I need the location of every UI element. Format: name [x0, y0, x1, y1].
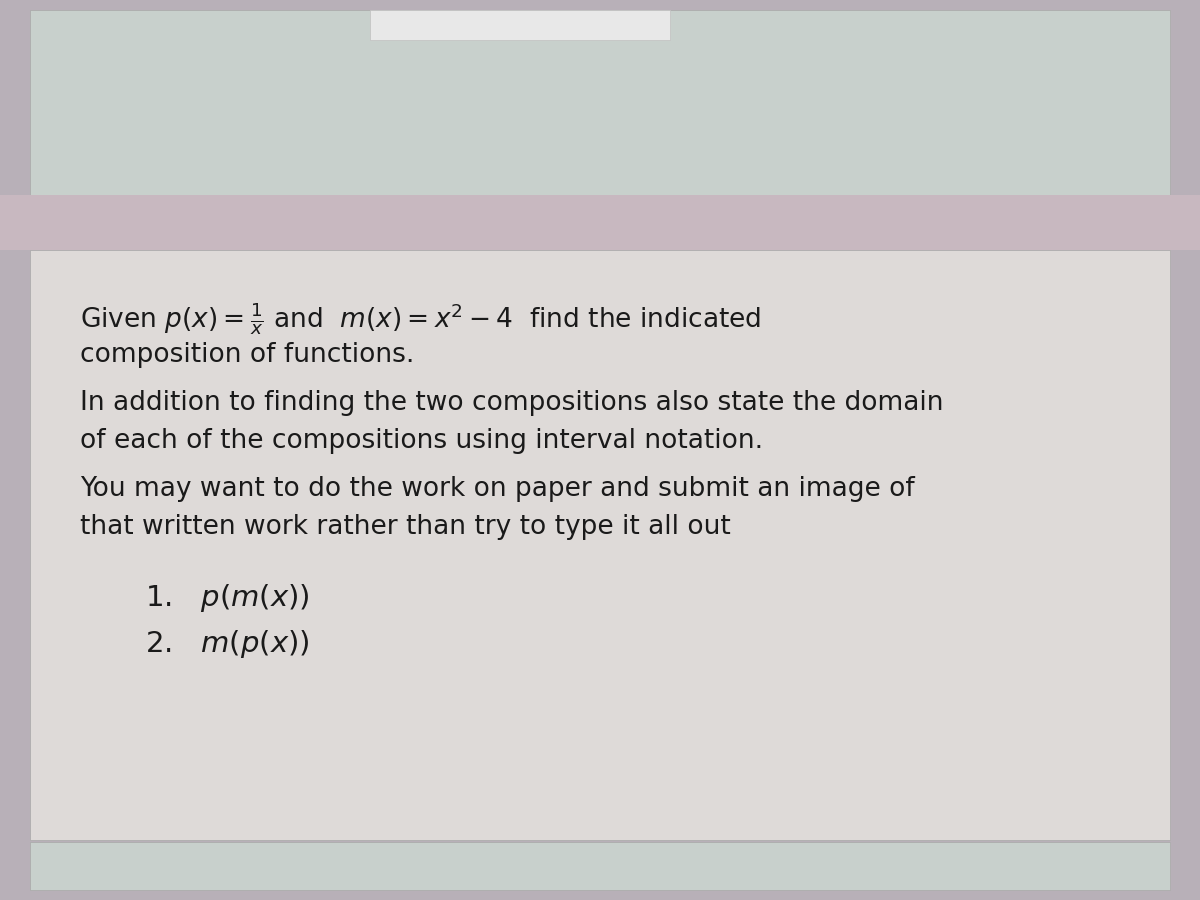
Text: that written work rather than try to type it all out: that written work rather than try to typ… [80, 514, 731, 540]
Bar [30, 10, 1170, 195]
Text: Given $p(x) = \frac{1}{x}$ and  $m(x) = x^2 - 4$  find the indicated: Given $p(x) = \frac{1}{x}$ and $m(x) = x… [80, 300, 761, 337]
Bar [30, 250, 1170, 840]
Text: of each of the compositions using interval notation.: of each of the compositions using interv… [80, 428, 763, 454]
Text: In addition to finding the two compositions also state the domain: In addition to finding the two compositi… [80, 390, 943, 416]
Text: 2.   $m(p(x))$: 2. $m(p(x))$ [145, 628, 310, 660]
Text: You may want to do the work on paper and submit an image of: You may want to do the work on paper and… [80, 476, 914, 502]
Bar [30, 842, 1170, 890]
Bar [0, 195, 1200, 250]
Text: 1.   $p(m(x))$: 1. $p(m(x))$ [145, 582, 310, 614]
Bar [370, 10, 670, 40]
Text: composition of functions.: composition of functions. [80, 342, 414, 368]
